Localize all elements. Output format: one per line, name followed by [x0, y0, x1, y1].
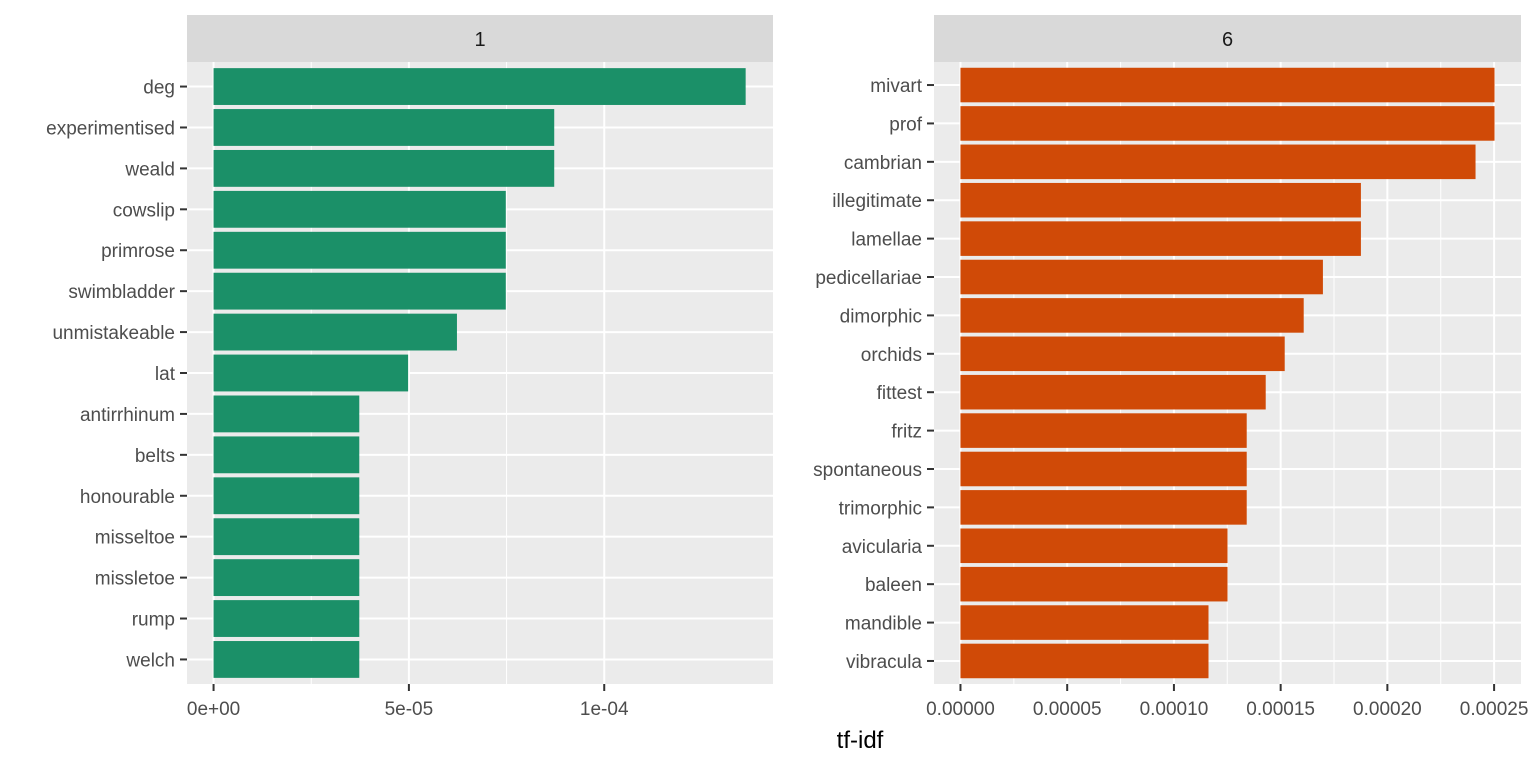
x-tick-label: 0e+00 [187, 699, 240, 720]
bar-pedicellariae [960, 259, 1323, 295]
y-tick-label-misseltoe: misseltoe [95, 528, 175, 549]
facet-strip-label: 6 [1222, 29, 1233, 51]
x-tick-label: 0.00000 [926, 699, 995, 720]
bar-trimorphic [960, 490, 1247, 525]
x-axis-title: tf-idf [837, 727, 884, 754]
y-tick-label-cambrian: cambrian [844, 153, 922, 174]
y-tick-label-dimorphic: dimorphic [840, 306, 922, 327]
bar-deg [213, 68, 746, 105]
y-tick-label-mandible: mandible [845, 614, 922, 635]
y-tick-label-belts: belts [135, 446, 175, 467]
bar-fritz [960, 413, 1247, 448]
bar-lamellae [960, 221, 1361, 256]
y-tick-label-unmistakeable: unmistakeable [52, 323, 175, 344]
y-tick-label-lat: lat [155, 364, 176, 385]
bar-missletoe [213, 559, 360, 597]
bar-mivart [960, 67, 1495, 103]
bar-rump [213, 600, 360, 637]
bar-spontaneous [960, 451, 1247, 487]
panel-1: 6 mivart prof cambrian illegitimate lamellae p… [813, 15, 1528, 720]
bar-avicularia [960, 528, 1228, 564]
y-tick-label-primrose: primrose [101, 241, 175, 262]
y-tick-label-cowslip: cowslip [113, 200, 175, 221]
bar-fittest [960, 374, 1266, 410]
bar-antirrhinum [213, 395, 360, 433]
bar-orchids [960, 336, 1285, 372]
x-tick-label: 0.00010 [1140, 699, 1209, 720]
y-tick-label-spontaneous: spontaneous [813, 460, 922, 481]
y-tick-label-lamellae: lamellae [851, 230, 922, 251]
bar-misseltoe [213, 518, 360, 556]
bar-cambrian [960, 144, 1476, 180]
y-tick-label-deg: deg [143, 78, 175, 99]
bar-vibracula [960, 643, 1209, 679]
bar-prof [960, 106, 1495, 141]
y-tick-label-pedicellariae: pedicellariae [815, 268, 922, 289]
facet-strip [934, 15, 1521, 62]
bar-baleen [960, 566, 1228, 602]
x-tick-label: 1e-04 [580, 699, 629, 720]
bar-weald [213, 149, 555, 187]
bar-swimbladder [213, 272, 506, 310]
y-tick-label-baleen: baleen [865, 575, 922, 596]
y-tick-label-vibracula: vibracula [846, 652, 922, 673]
x-tick-label: 0.00005 [1033, 699, 1102, 720]
x-tick-label: 0.00025 [1460, 699, 1529, 720]
y-tick-label-orchids: orchids [861, 345, 922, 366]
y-tick-label-rump: rump [132, 610, 175, 631]
bar-mandible [960, 605, 1209, 640]
bar-lat [213, 354, 409, 392]
bar-cowslip [213, 190, 506, 228]
y-tick-label-fritz: fritz [891, 422, 922, 443]
y-tick-label-swimbladder: swimbladder [68, 282, 175, 303]
x-tick-label: 5e-05 [385, 699, 434, 720]
bar-dimorphic [960, 298, 1304, 333]
y-tick-label-welch: welch [125, 650, 175, 671]
y-tick-label-trimorphic: trimorphic [839, 498, 922, 519]
x-tick-label: 0.00020 [1353, 699, 1422, 720]
panel-0: 1 deg experimentised weald cowslip primrose sw… [46, 15, 773, 720]
y-tick-label-avicularia: avicularia [842, 537, 923, 558]
y-tick-label-missletoe: missletoe [95, 569, 175, 590]
y-tick-label-illegitimate: illegitimate [832, 191, 922, 212]
y-tick-label-honourable: honourable [80, 487, 175, 508]
bar-welch [213, 641, 360, 678]
bar-primrose [213, 231, 506, 269]
y-tick-label-weald: weald [124, 159, 175, 180]
bar-honourable [213, 477, 360, 515]
facet-strip-label: 1 [474, 29, 485, 51]
bar-unmistakeable [213, 313, 457, 351]
y-tick-label-antirrhinum: antirrhinum [80, 405, 175, 426]
bar-illegitimate [960, 182, 1361, 218]
bar-belts [213, 436, 360, 474]
x-tick-label: 0.00015 [1246, 699, 1315, 720]
facet-strip [187, 15, 773, 62]
y-tick-label-prof: prof [889, 114, 922, 135]
y-tick-label-experimentised: experimentised [46, 118, 175, 139]
y-tick-label-mivart: mivart [870, 76, 922, 97]
y-tick-label-fittest: fittest [877, 383, 923, 404]
bar-experimentised [213, 109, 555, 146]
